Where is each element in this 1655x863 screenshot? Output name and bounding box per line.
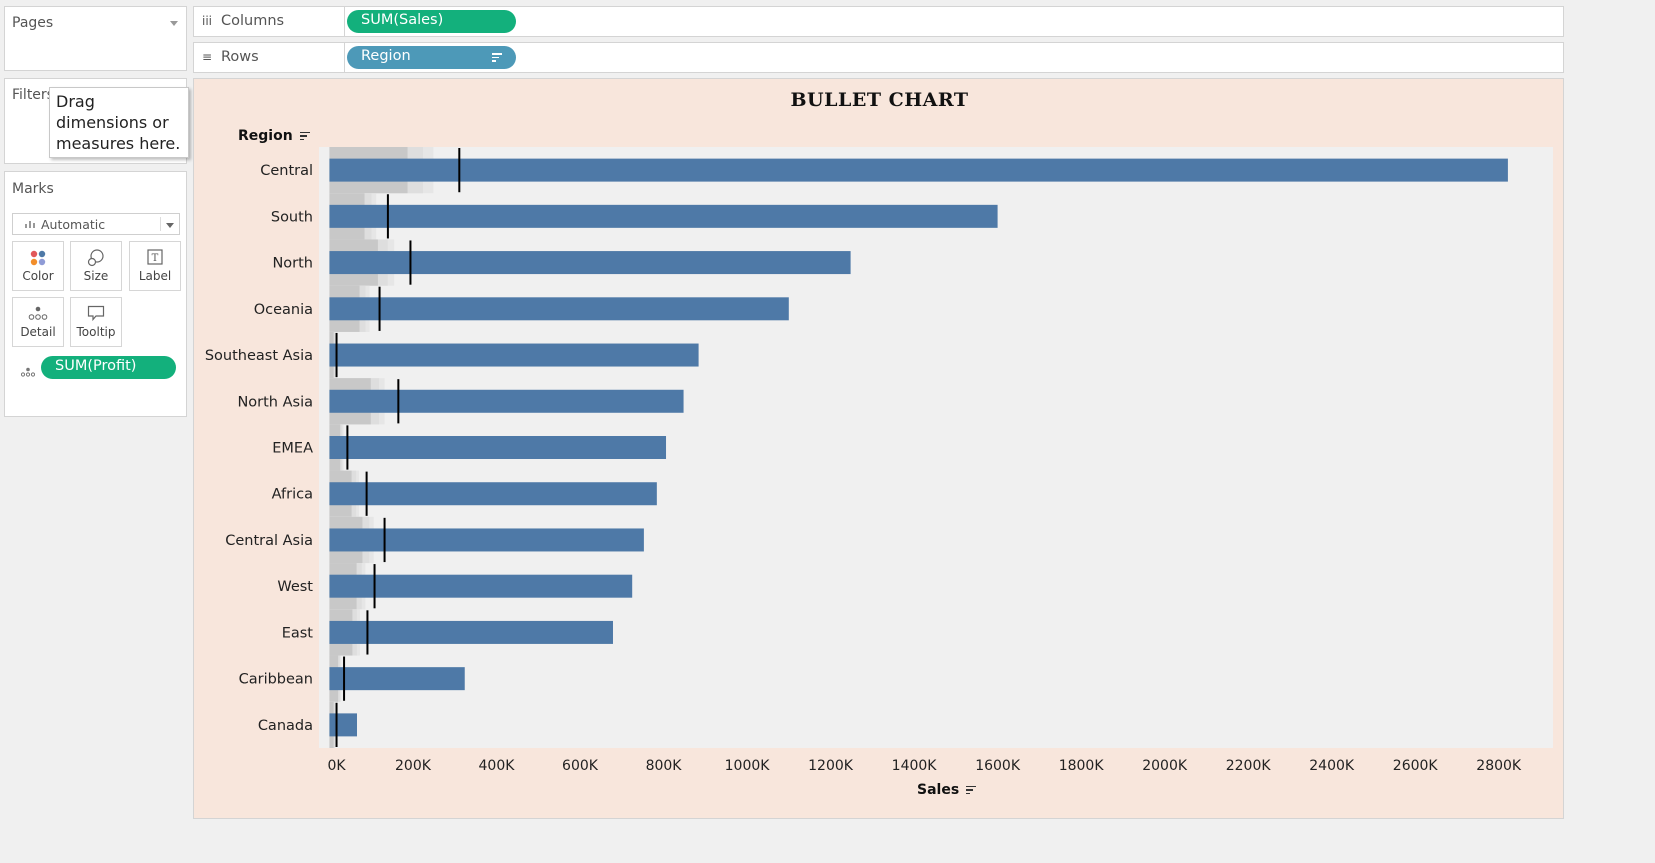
chart-view: Central South North Oceania Southeast Asia No… — [193, 78, 1564, 819]
detail-icon — [13, 298, 63, 325]
region-label: Southeast Asia — [205, 348, 313, 364]
sales-bar — [329, 528, 644, 552]
x-tick-label: 1000K — [725, 758, 771, 774]
sales-bar — [329, 158, 1508, 182]
region-label: Central — [260, 163, 313, 179]
pages-card[interactable]: Pages — [4, 6, 187, 71]
sales-bar — [329, 436, 667, 459]
mark-type-label: Automatic — [41, 217, 106, 232]
sales-bar — [329, 343, 699, 367]
row-header-label: Region — [238, 128, 293, 144]
x-tick-label: 2400K — [1309, 758, 1355, 774]
pages-dropdown-icon[interactable] — [170, 21, 178, 26]
detail-pill-icon — [20, 362, 36, 381]
sales-bar — [329, 204, 998, 228]
bullet-chart: Central South North Oceania Southeast Asia No… — [205, 147, 1553, 774]
x-tick-label: 1800K — [1059, 758, 1105, 774]
filters-title: Filters — [12, 87, 54, 103]
region-pill-label: Region — [361, 48, 411, 64]
x-tick-label: 600K — [562, 758, 599, 774]
size-label: Size — [83, 269, 109, 283]
sales-bar — [329, 482, 657, 506]
dropdown-separator — [160, 217, 161, 231]
row-header[interactable]: Region — [238, 128, 310, 144]
region-label: Caribbean — [239, 672, 313, 688]
marks-card: Marks Automatic Color Size T Label Detai… — [4, 171, 187, 417]
region-label: EMEA — [272, 441, 313, 457]
profit-detail-pill[interactable]: SUM(Profit) — [41, 356, 176, 379]
rows-label: Rows — [221, 49, 259, 65]
sort-descending-icon[interactable] — [492, 53, 502, 62]
sort-descending-icon[interactable] — [966, 785, 977, 795]
color-button[interactable]: Color — [12, 241, 64, 291]
detail-label: Detail — [20, 325, 56, 339]
region-label: South — [271, 209, 313, 225]
x-tick-label: 2000K — [1142, 758, 1188, 774]
sales-column-pill[interactable]: SUM(Sales) — [347, 10, 516, 33]
sales-bar — [329, 297, 789, 321]
columns-icon: iii — [202, 14, 213, 28]
x-tick-label: 800K — [646, 758, 683, 774]
rows-shelf-label: ≡ Rows — [194, 43, 345, 72]
columns-shelf[interactable]: iii Columns SUM(Sales) — [193, 6, 1564, 37]
size-icon — [71, 242, 121, 269]
x-axis-title-label: Sales — [917, 782, 960, 798]
region-label: Canada — [258, 718, 313, 734]
x-tick-label: 2600K — [1393, 758, 1439, 774]
sales-bar — [329, 713, 358, 737]
region-label: North — [272, 256, 313, 272]
x-tick-label: 1600K — [975, 758, 1021, 774]
sales-bar — [329, 667, 465, 691]
region-label: North Asia — [237, 394, 313, 410]
text-label-icon: T — [130, 242, 180, 269]
rows-icon: ≡ — [202, 50, 213, 64]
tooltip-icon — [71, 298, 121, 325]
sales-bar — [329, 389, 684, 413]
x-axis-title[interactable]: Sales — [917, 782, 977, 798]
x-tick-label: 2200K — [1226, 758, 1272, 774]
rows-shelf[interactable]: ≡ Rows Region — [193, 42, 1564, 73]
marks-title: Marks — [12, 181, 54, 197]
pages-title: Pages — [12, 15, 54, 31]
sales-bar — [329, 251, 851, 275]
x-tick-label: 2800K — [1476, 758, 1522, 774]
sales-bar — [329, 620, 613, 644]
x-tick-label: 0K — [327, 758, 346, 774]
sales-bar — [329, 574, 633, 598]
region-label: West — [277, 579, 313, 595]
size-button[interactable]: Size — [70, 241, 122, 291]
x-tick-label: 400K — [479, 758, 516, 774]
chart-title: BULLET CHART — [790, 89, 969, 111]
filters-drop-hint: Drag dimensions or measures here. — [49, 87, 189, 158]
filters-card[interactable]: Filters Drag dimensions or measures here… — [4, 78, 189, 164]
region-label: East — [282, 625, 314, 641]
chevron-down-icon — [166, 223, 174, 228]
bar-chart-icon — [25, 221, 35, 228]
x-tick-label: 1200K — [808, 758, 854, 774]
x-tick-label: 200K — [395, 758, 432, 774]
region-row-pill[interactable]: Region — [347, 46, 516, 69]
tooltip-button[interactable]: Tooltip — [70, 297, 122, 347]
region-label: Oceania — [254, 302, 313, 318]
label-button[interactable]: T Label — [129, 241, 181, 291]
columns-shelf-label: iii Columns — [194, 7, 345, 36]
sort-descending-icon[interactable] — [299, 131, 310, 141]
svg-text:T: T — [152, 253, 159, 264]
color-label: Color — [22, 269, 54, 283]
tooltip-label: Tooltip — [76, 325, 116, 339]
label-label: Label — [138, 269, 172, 283]
color-icon — [13, 242, 63, 269]
detail-button[interactable]: Detail — [12, 297, 64, 347]
columns-label: Columns — [221, 13, 285, 29]
region-label: Central Asia — [225, 533, 313, 549]
x-tick-label: 1400K — [892, 758, 938, 774]
region-label: Africa — [272, 487, 313, 503]
mark-type-dropdown[interactable]: Automatic — [12, 213, 180, 235]
